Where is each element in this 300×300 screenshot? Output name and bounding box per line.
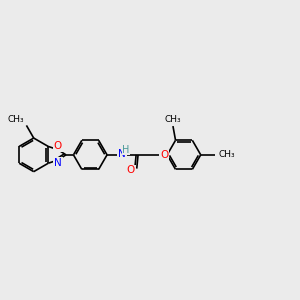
Text: N: N bbox=[118, 149, 126, 159]
Text: O: O bbox=[54, 141, 62, 152]
Text: O: O bbox=[127, 165, 135, 176]
Text: H: H bbox=[122, 145, 130, 155]
Text: CH₃: CH₃ bbox=[7, 115, 24, 124]
Text: N: N bbox=[54, 158, 62, 168]
Text: CH₃: CH₃ bbox=[218, 150, 235, 159]
Text: O: O bbox=[160, 149, 168, 160]
Text: CH₃: CH₃ bbox=[165, 115, 181, 124]
